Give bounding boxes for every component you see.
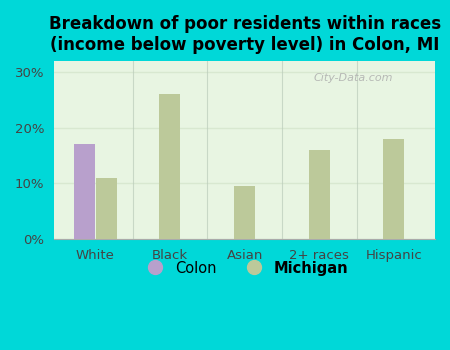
Bar: [96, 178, 117, 239]
Bar: [234, 186, 255, 239]
Title: Breakdown of poor residents within races
(income below poverty level) in Colon, : Breakdown of poor residents within races…: [49, 15, 441, 54]
Bar: [309, 150, 330, 239]
Bar: [74, 144, 94, 239]
Legend: Colon, Michigan: Colon, Michigan: [135, 255, 355, 281]
Bar: [383, 139, 405, 239]
Bar: [159, 94, 180, 239]
Text: City-Data.com: City-Data.com: [313, 74, 393, 83]
